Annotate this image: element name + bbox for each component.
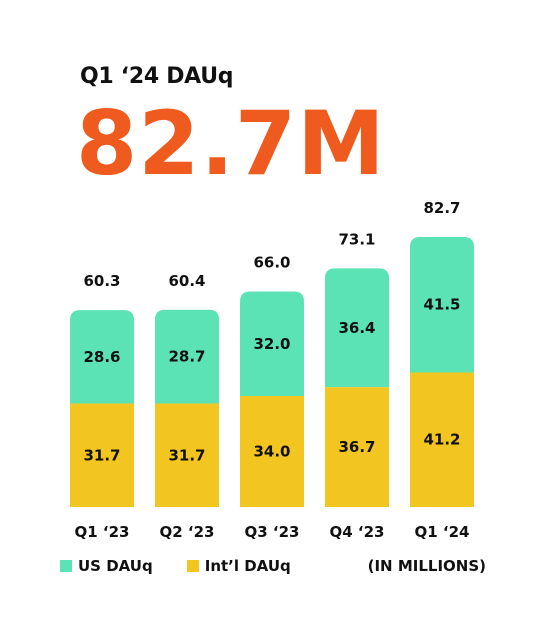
bar-label-us: 36.4	[338, 319, 375, 337]
bar-us	[410, 237, 474, 373]
x-tick-label: Q1 ‘23	[75, 523, 130, 541]
legend-swatch-intl	[186, 560, 199, 572]
bar-us	[325, 268, 389, 388]
bar-us	[240, 291, 304, 396]
bar-label-us: 41.5	[423, 296, 460, 314]
bar-label-intl: 31.7	[83, 446, 120, 464]
bar-us	[70, 310, 134, 404]
bar-intl	[240, 395, 304, 507]
x-tick-label: Q2 ‘23	[160, 523, 215, 541]
bar-us	[155, 309, 219, 404]
unit-note: (IN MILLIONS)	[367, 557, 486, 575]
bar-total-label: 60.4	[168, 272, 205, 290]
bar-label-intl: 31.7	[168, 446, 205, 464]
x-tick-label: Q1 ‘24	[415, 523, 470, 541]
bar-intl	[325, 387, 389, 507]
x-tick-label: Q4 ‘23	[330, 523, 385, 541]
bar-label-us: 28.7	[168, 348, 205, 366]
bar-label-us: 28.6	[83, 348, 120, 366]
bar-label-intl: 41.2	[423, 431, 460, 449]
bar-intl	[70, 403, 134, 507]
legend: US DAUq Int’l DAUq (IN MILLIONS)	[60, 557, 486, 575]
bar-total-label: 66.0	[253, 254, 290, 272]
legend-label-intl: Int’l DAUq	[204, 557, 291, 575]
bar-total-label: 82.7	[423, 199, 460, 217]
legend-label-us: US DAUq	[78, 557, 153, 575]
legend-swatch-us	[60, 560, 72, 572]
bar-total-label: 73.1	[338, 230, 375, 248]
legend-item-us: US DAUq	[60, 557, 153, 575]
bar-total-label: 60.3	[83, 272, 120, 290]
bar-label-intl: 36.7	[338, 438, 375, 456]
bar-intl	[410, 372, 474, 507]
x-tick-label: Q3 ‘23	[245, 523, 300, 541]
bar-label-intl: 34.0	[253, 442, 290, 460]
bar-intl	[155, 403, 219, 507]
bar-label-us: 32.0	[253, 335, 290, 353]
headline-value: 82.7M	[76, 92, 386, 195]
legend-item-intl: Int’l DAUq	[186, 557, 291, 575]
chart-subtitle: Q1 ‘24 DAUq	[80, 64, 234, 89]
